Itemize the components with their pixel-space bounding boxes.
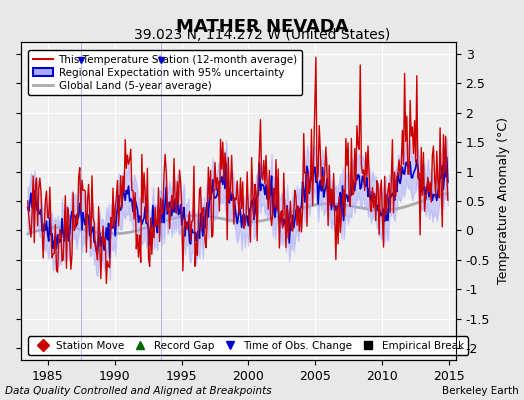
Text: MATHER NEVADA: MATHER NEVADA: [176, 18, 348, 36]
Text: Data Quality Controlled and Aligned at Breakpoints: Data Quality Controlled and Aligned at B…: [5, 386, 272, 396]
Text: 39.023 N, 114.272 W (United States): 39.023 N, 114.272 W (United States): [134, 28, 390, 42]
Y-axis label: Temperature Anomaly (°C): Temperature Anomaly (°C): [497, 118, 510, 284]
Text: Berkeley Earth: Berkeley Earth: [442, 386, 519, 396]
Legend: Station Move, Record Gap, Time of Obs. Change, Empirical Break: Station Move, Record Gap, Time of Obs. C…: [28, 336, 468, 355]
